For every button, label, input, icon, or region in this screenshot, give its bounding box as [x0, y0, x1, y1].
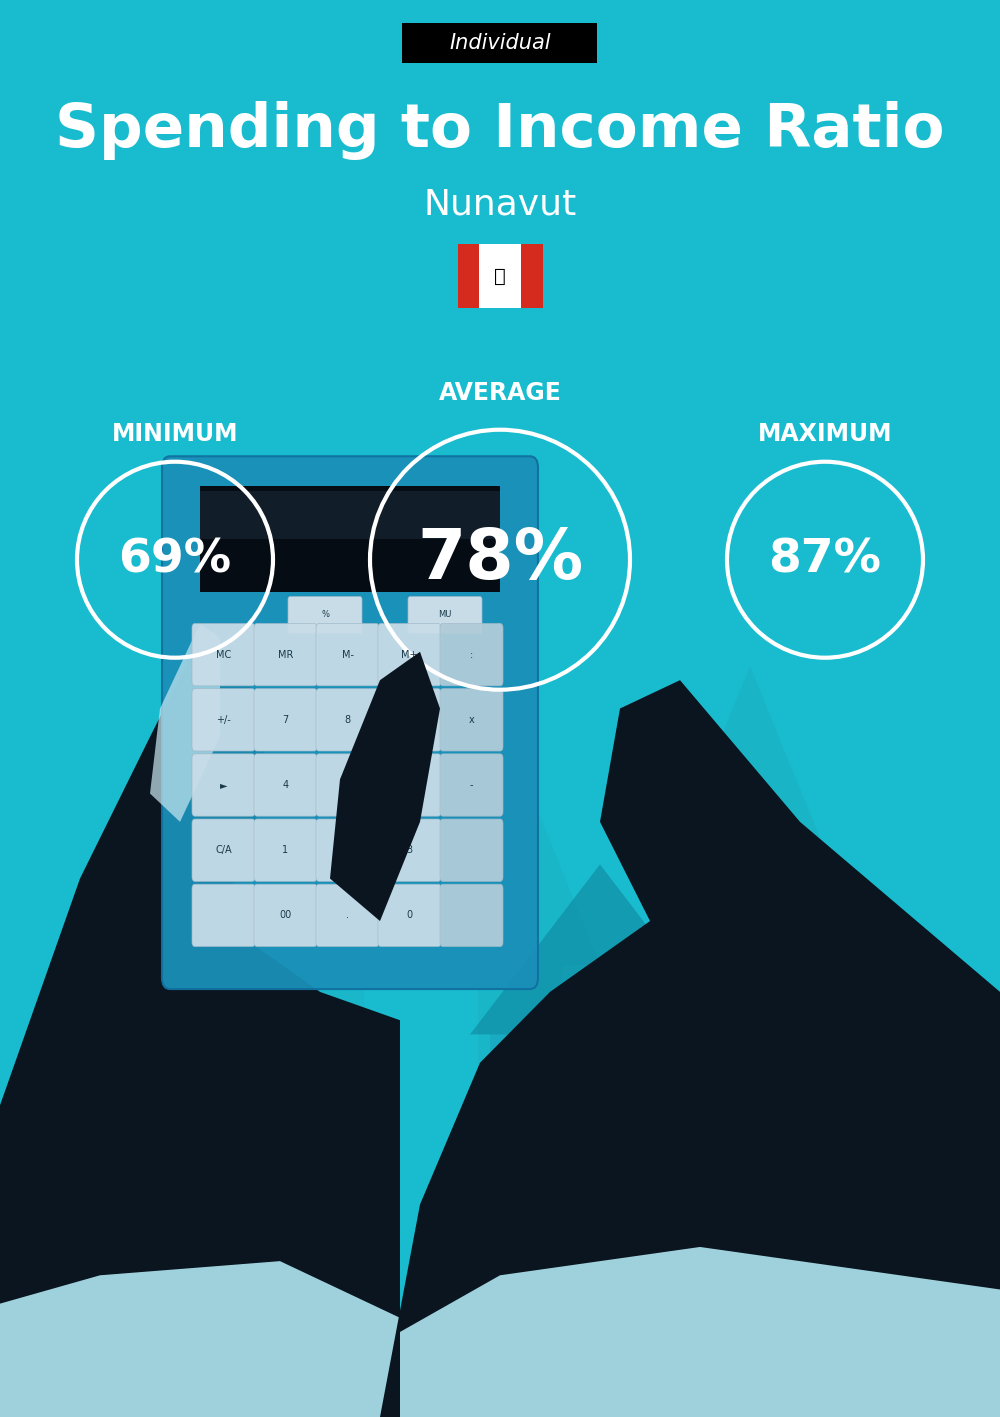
FancyBboxPatch shape [254, 689, 317, 751]
Text: 4: 4 [282, 779, 289, 791]
FancyBboxPatch shape [316, 884, 379, 947]
Text: MR: MR [278, 649, 293, 660]
FancyBboxPatch shape [254, 754, 317, 816]
Text: $: $ [842, 1275, 858, 1297]
Polygon shape [265, 850, 395, 989]
FancyBboxPatch shape [192, 819, 255, 881]
Bar [635, 1142, 685, 1206]
FancyBboxPatch shape [440, 689, 503, 751]
Text: Nunavut: Nunavut [423, 187, 577, 221]
Bar [678, 1333, 778, 1365]
Bar [650, 893, 685, 964]
Text: 00: 00 [279, 910, 292, 921]
Text: 5: 5 [344, 779, 351, 791]
Text: x: x [469, 714, 474, 726]
FancyBboxPatch shape [440, 819, 503, 881]
Polygon shape [350, 680, 1000, 1417]
Bar [515, 1142, 565, 1206]
Text: MINIMUM: MINIMUM [112, 422, 238, 445]
Text: 2: 2 [344, 845, 351, 856]
Bar [830, 1207, 870, 1233]
Text: 6: 6 [406, 779, 413, 791]
Bar [478, 965, 562, 1247]
FancyBboxPatch shape [408, 597, 482, 633]
Bar [200, 486, 500, 592]
Text: ►: ► [220, 779, 227, 791]
Bar [674, 1342, 774, 1373]
Bar [682, 1325, 782, 1356]
Text: M+: M+ [401, 649, 418, 660]
FancyBboxPatch shape [576, 1226, 624, 1353]
Text: 0: 0 [406, 910, 413, 921]
FancyBboxPatch shape [440, 884, 503, 947]
Text: 8: 8 [344, 714, 351, 726]
FancyBboxPatch shape [192, 623, 255, 686]
Bar [296, 989, 364, 1204]
FancyBboxPatch shape [440, 754, 503, 816]
Ellipse shape [692, 1251, 788, 1356]
Bar [200, 492, 500, 540]
Text: 🍁: 🍁 [494, 266, 506, 286]
Polygon shape [650, 666, 850, 910]
FancyBboxPatch shape [316, 689, 379, 751]
FancyBboxPatch shape [440, 623, 503, 686]
Text: 7: 7 [282, 714, 289, 726]
Text: 78%: 78% [417, 526, 583, 594]
Bar [670, 1350, 770, 1382]
Polygon shape [400, 1247, 1000, 1417]
Text: :: : [470, 649, 473, 660]
Bar [458, 245, 479, 307]
Text: 69%: 69% [118, 537, 232, 582]
Polygon shape [0, 1261, 400, 1417]
Text: 87%: 87% [768, 537, 882, 582]
FancyBboxPatch shape [378, 884, 441, 947]
Polygon shape [150, 623, 220, 822]
Text: MAXIMUM: MAXIMUM [758, 422, 892, 445]
FancyBboxPatch shape [254, 623, 317, 686]
Text: $: $ [734, 1298, 746, 1315]
FancyBboxPatch shape [254, 884, 317, 947]
FancyBboxPatch shape [378, 623, 441, 686]
FancyBboxPatch shape [378, 819, 441, 881]
FancyBboxPatch shape [162, 456, 538, 989]
Polygon shape [0, 638, 400, 1417]
FancyBboxPatch shape [316, 819, 379, 881]
Bar [726, 1248, 754, 1267]
Polygon shape [440, 765, 600, 965]
FancyBboxPatch shape [378, 754, 441, 816]
Text: %: % [321, 611, 329, 619]
Bar [402, 23, 597, 62]
Text: AVERAGE: AVERAGE [439, 381, 561, 404]
Text: Individual: Individual [449, 33, 551, 54]
Bar [479, 245, 521, 307]
Ellipse shape [785, 1212, 915, 1353]
Text: Spending to Income Ratio: Spending to Income Ratio [55, 101, 945, 160]
FancyBboxPatch shape [192, 689, 255, 751]
FancyBboxPatch shape [316, 754, 379, 816]
Text: C/A: C/A [215, 845, 232, 856]
Polygon shape [330, 652, 440, 921]
Text: MU: MU [438, 611, 452, 619]
FancyBboxPatch shape [378, 689, 441, 751]
Bar [521, 245, 542, 307]
Text: -: - [470, 779, 473, 791]
FancyBboxPatch shape [192, 754, 255, 816]
Text: 1: 1 [282, 845, 289, 856]
Polygon shape [470, 864, 730, 1034]
Text: .: . [346, 910, 349, 921]
Text: M-: M- [342, 649, 354, 660]
Bar [490, 1034, 710, 1346]
Text: 9: 9 [406, 714, 413, 726]
FancyBboxPatch shape [288, 597, 362, 633]
FancyBboxPatch shape [254, 819, 317, 881]
FancyBboxPatch shape [316, 623, 379, 686]
Text: MC: MC [216, 649, 231, 660]
FancyBboxPatch shape [192, 884, 255, 947]
Text: 3: 3 [406, 845, 413, 856]
Bar [695, 910, 805, 1247]
Text: +/-: +/- [216, 714, 231, 726]
